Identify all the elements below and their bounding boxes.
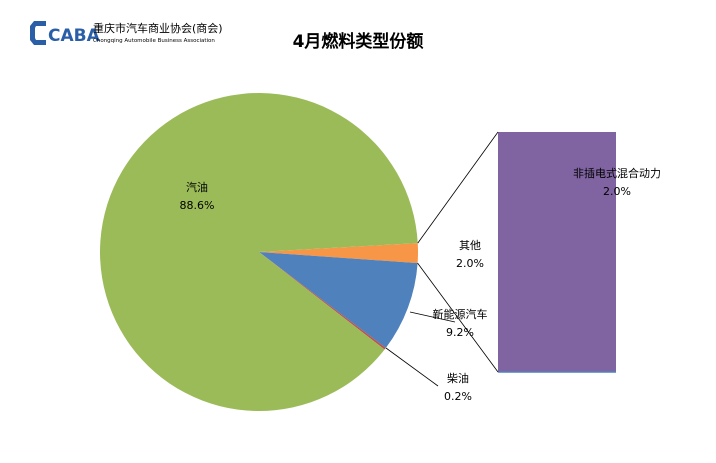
logo-chinese-name: 重庆市汽车商业协会(商会) bbox=[93, 21, 223, 35]
stacked-bar-segment bbox=[498, 132, 616, 372]
pie-slice bbox=[99, 93, 418, 412]
bar-category-label: 非插电式混合动力 bbox=[573, 166, 661, 180]
pie-slice bbox=[259, 243, 418, 264]
svg-text:CABA: CABA bbox=[48, 26, 101, 46]
leader-line bbox=[385, 347, 439, 387]
connector-line-bottom bbox=[417, 262, 499, 373]
slice-name-label: 汽油 bbox=[186, 180, 208, 194]
slice-name-label: 新能源汽车 bbox=[433, 307, 488, 321]
slice-name-label: 其他 bbox=[459, 239, 481, 252]
pie-chart: 汽油 88.6% 其他 2.0% 新能源汽车 9.2% 柴油 0.2% bbox=[99, 93, 488, 412]
bar-of-pie: 非插电式混合动力 2.0% bbox=[417, 131, 661, 373]
chart-title: 4月燃料类型份额 bbox=[292, 32, 424, 52]
slice-value-label: 9.2% bbox=[446, 326, 474, 339]
logo-english-name: Chongqing Automobile Business Associatio… bbox=[93, 38, 215, 44]
slice-value-label: 88.6% bbox=[180, 199, 215, 212]
slice-value-label: 2.0% bbox=[456, 257, 484, 270]
slice-name-label: 柴油 bbox=[447, 371, 469, 385]
slice-value-label: 0.2% bbox=[444, 390, 472, 403]
leader-line bbox=[409, 311, 456, 323]
caba-logo-mark: CABA bbox=[30, 21, 101, 46]
bar-value-label: 2.0% bbox=[603, 185, 631, 198]
pie-slice bbox=[259, 252, 386, 350]
pie-slice bbox=[259, 252, 418, 348]
connector-line-top bbox=[417, 131, 499, 244]
caba-logo: CABA 重庆市汽车商业协会(商会) Chongqing Automobile … bbox=[30, 21, 223, 46]
